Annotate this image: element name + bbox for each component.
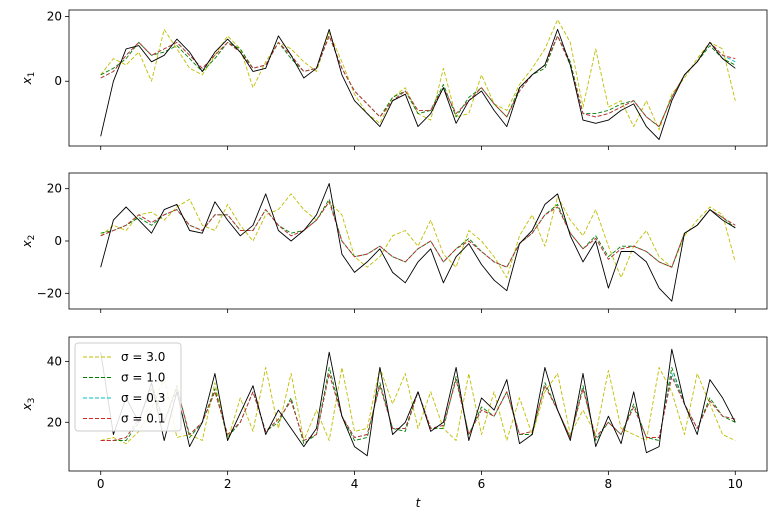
x-tick-label: 10 — [728, 477, 743, 491]
x-tick-label: 4 — [351, 477, 359, 491]
legend-label: σ = 0.1 — [121, 412, 165, 426]
axes-frame — [68, 336, 768, 472]
legend-label: σ = 3.0 — [121, 350, 165, 364]
series-line-sigma-0.1 — [100, 35, 736, 128]
series-group — [100, 19, 736, 140]
y-tick-label: 20 — [47, 9, 62, 23]
series-line-sigma-0.3 — [100, 373, 736, 441]
legend: σ = 3.0 σ = 1.0 σ = 0.3 σ = 0.1 — [74, 342, 182, 432]
series-line-truth — [100, 183, 736, 302]
axes-frame — [68, 172, 768, 310]
series-group — [100, 183, 736, 302]
legend-label: σ = 0.3 — [121, 391, 165, 405]
panel-2: −20 0 20 x2 — [20, 172, 768, 313]
legend-label: σ = 1.0 — [121, 371, 165, 385]
panel-3: 0 2 4 6 8 10 20 40 x3 t — [20, 336, 768, 510]
series-line-sigma-0.1 — [100, 373, 736, 441]
series-group — [100, 348, 736, 457]
x-tick-label: 2 — [224, 477, 232, 491]
series-line-sigma-3.0 — [100, 193, 736, 279]
x-tick-label: 0 — [97, 477, 105, 491]
axes-frame — [68, 9, 768, 147]
series-line-truth — [100, 28, 736, 140]
series-line-truth — [100, 348, 736, 457]
y-axis-label: x1 — [20, 72, 37, 86]
y-tick-label: 40 — [47, 354, 62, 368]
legend-box — [74, 342, 182, 432]
y-tick-label: −20 — [37, 286, 62, 300]
x-tick-label: 6 — [478, 477, 486, 491]
y-tick-label: 0 — [54, 234, 62, 248]
y-tick-label: 0 — [54, 74, 62, 88]
y-tick-label: 20 — [47, 182, 62, 196]
y-axis-label: x3 — [20, 398, 37, 412]
x-tick-label: 8 — [605, 477, 613, 491]
series-line-sigma-3.0 — [100, 367, 736, 445]
series-line-sigma-1.0 — [100, 367, 736, 445]
y-axis-label: x2 — [20, 235, 37, 249]
panel-1: 0 20 x1 — [20, 9, 768, 150]
series-line-sigma-0.1 — [100, 201, 736, 268]
series-line-sigma-0.3 — [100, 201, 736, 268]
y-tick-label: 20 — [47, 415, 62, 429]
series-line-sigma-1.0 — [100, 35, 736, 128]
x-axis-label: t — [416, 496, 422, 510]
